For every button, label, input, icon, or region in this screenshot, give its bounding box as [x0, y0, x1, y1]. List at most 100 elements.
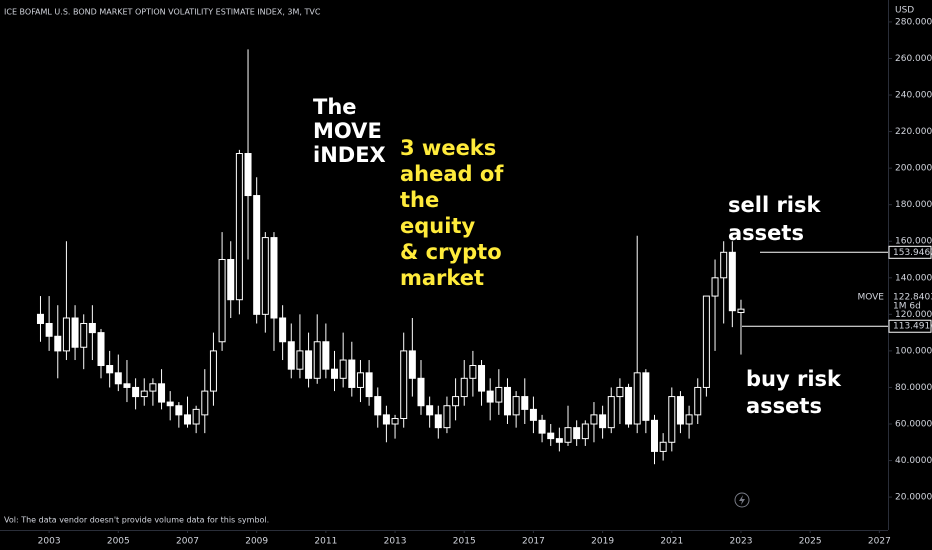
y-tick-label: 200.0000	[895, 164, 932, 174]
candle-body	[175, 405, 183, 416]
candle-body	[149, 383, 157, 392]
candle-body	[599, 414, 607, 429]
candle-body	[737, 308, 745, 314]
price-label: 153.9462	[893, 248, 932, 258]
x-tick-label: 2021	[660, 537, 683, 547]
annotation: assets	[746, 394, 822, 418]
candle-body	[521, 396, 529, 410]
y-tick-label: 240.0000	[895, 91, 932, 101]
candle-body	[633, 372, 641, 425]
footnote: Vol: The data vendor doesn't provide vol…	[4, 516, 269, 525]
x-tick-label: 2015	[453, 537, 476, 547]
candle-body	[607, 396, 615, 429]
candle-body	[244, 153, 252, 197]
candle-body	[495, 386, 503, 403]
candle-body	[547, 432, 555, 440]
candle-body	[702, 295, 710, 388]
x-tick-label: 2019	[591, 537, 614, 547]
candle-body	[45, 322, 53, 337]
x-tick-label: 2009	[245, 537, 268, 547]
candle-body	[192, 408, 200, 425]
y-tick-label: 120.0000	[895, 310, 932, 320]
candle-body	[564, 427, 572, 443]
chart-title: ICE BOFAML U.S. BOND MARKET OPTION VOLAT…	[4, 8, 321, 17]
y-tick-label: 220.0000	[895, 127, 932, 137]
candle-body	[720, 251, 728, 279]
x-tick-label: 2027	[868, 537, 891, 547]
candle-body	[452, 396, 460, 407]
candle-body	[512, 396, 520, 416]
x-tick-label: 2013	[384, 537, 407, 547]
candle-body	[209, 350, 217, 392]
price-label-box	[888, 245, 932, 259]
candle-body	[166, 401, 174, 407]
y-tick-label: 280.0000	[895, 17, 932, 27]
symbol-label: MOVE	[857, 293, 884, 303]
candle-body	[201, 390, 209, 416]
candle-body	[625, 386, 633, 425]
icon-circle	[734, 492, 750, 508]
annotation: MOVE	[313, 119, 382, 143]
candle-body	[339, 359, 347, 379]
candle-body	[313, 341, 321, 379]
annotation: 3 weeks	[400, 136, 496, 160]
candle-body	[460, 377, 468, 398]
candle-body	[80, 322, 88, 348]
countdown: 1M 6d	[893, 302, 921, 312]
x-tick-label: 2011	[314, 537, 337, 547]
candle-body	[728, 251, 736, 312]
y-tick-label: 60.0000	[895, 420, 932, 430]
candle-body	[36, 313, 44, 324]
x-tick-label: 2007	[176, 537, 199, 547]
candle-body	[529, 408, 537, 421]
candle-body	[305, 350, 313, 379]
candle-body	[296, 350, 304, 370]
replay-icon[interactable]	[734, 492, 750, 508]
candle-body	[227, 259, 235, 301]
currency: USD	[895, 6, 914, 16]
annotation: sell risk	[728, 193, 822, 217]
candle-body	[694, 386, 702, 416]
y-tick-label: 20.0000	[895, 493, 932, 503]
candle-body	[469, 365, 477, 379]
candle-body	[106, 365, 114, 374]
candle-body	[478, 365, 486, 392]
candle-body	[711, 277, 719, 297]
candle-body	[114, 372, 122, 385]
candle-body	[279, 317, 287, 343]
y-tick-label: 80.0000	[895, 383, 932, 393]
candle-body	[659, 441, 667, 452]
x-tick-label: 2003	[38, 537, 61, 547]
y-tick-label: 140.0000	[895, 273, 932, 283]
candle-body	[581, 423, 589, 440]
candle-body	[218, 259, 226, 343]
y-tick-label: 160.0000	[895, 237, 932, 247]
candle-body	[365, 372, 373, 398]
candle-body	[183, 414, 191, 425]
annotation: equity	[400, 214, 475, 238]
candle-body	[555, 438, 563, 443]
candle-body	[400, 350, 408, 420]
annotation: assets	[728, 221, 804, 245]
candle-body	[382, 414, 390, 425]
candle-body	[685, 414, 693, 425]
y-tick-label: 40.0000	[895, 456, 932, 466]
candle-body	[391, 418, 399, 425]
last-price-label: 122.8403	[893, 293, 932, 303]
candle-body	[417, 377, 425, 407]
annotation: market	[400, 266, 484, 290]
candle-body	[426, 405, 434, 416]
x-tick-label: 2023	[730, 537, 753, 547]
candle-body	[374, 396, 382, 416]
candle-body	[132, 386, 140, 398]
candle-body	[434, 414, 442, 429]
candle-body	[158, 383, 166, 403]
candle-body	[650, 419, 658, 452]
candle-body	[348, 359, 356, 388]
candle-body	[97, 332, 105, 367]
x-tick-label: 2017	[522, 537, 545, 547]
candle-body	[322, 341, 330, 370]
annotation: the	[400, 188, 439, 212]
candle-body	[538, 419, 546, 434]
